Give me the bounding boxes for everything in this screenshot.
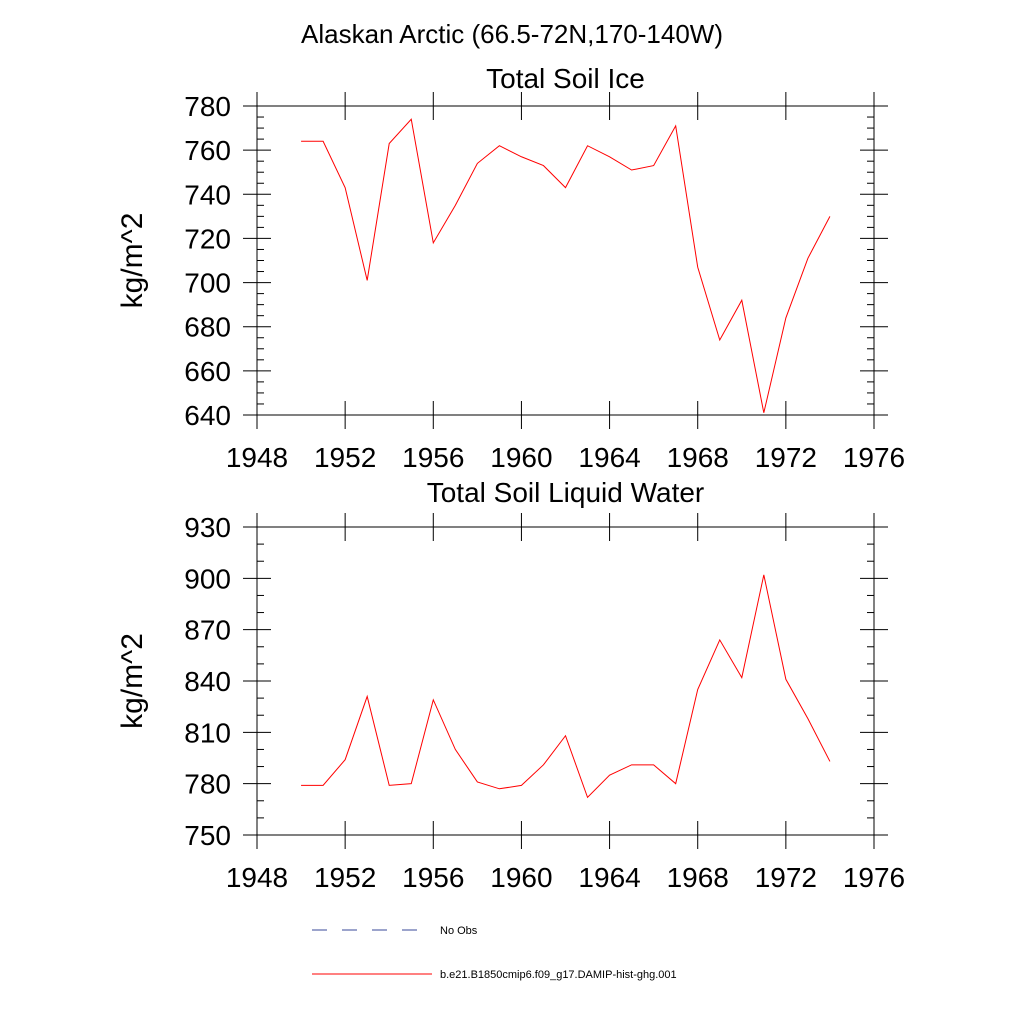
y-tick-label-ice: 640 (184, 400, 231, 431)
panel-title-liquid: Total Soil Liquid Water (427, 477, 705, 508)
x-tick-label-ice: 1948 (226, 442, 288, 473)
y-tick-label-liquid: 780 (184, 769, 231, 800)
y-tick-label-liquid: 840 (184, 666, 231, 697)
y-tick-label-ice: 680 (184, 312, 231, 343)
y-tick-label-ice: 760 (184, 135, 231, 166)
x-tick-label-ice: 1976 (843, 442, 905, 473)
y-tick-label-liquid: 810 (184, 717, 231, 748)
y-tick-label-ice: 740 (184, 179, 231, 210)
x-tick-label-ice: 1956 (402, 442, 464, 473)
y-tick-label-liquid: 750 (184, 820, 231, 851)
x-tick-label-liquid: 1964 (578, 862, 640, 893)
x-tick-label-liquid: 1976 (843, 862, 905, 893)
series-line-ice (301, 118, 831, 413)
x-tick-label-ice: 1968 (667, 442, 729, 473)
x-tick-label-ice: 1952 (314, 442, 376, 473)
x-tick-label-ice: 1972 (755, 442, 817, 473)
legend: No Obs b.e21.B1850cmip6.f09_g17.DAMIP-hi… (312, 925, 677, 981)
panel-title-ice: Total Soil Ice (486, 63, 645, 94)
figure-title: Alaskan Arctic (66.5-72N,170-140W) (301, 19, 723, 49)
y-tick-label-ice: 720 (184, 223, 231, 254)
x-tick-label-liquid: 1960 (490, 862, 552, 893)
x-tick-label-liquid: 1952 (314, 862, 376, 893)
legend-label-model: b.e21.B1850cmip6.f09_g17.DAMIP-hist-ghg.… (440, 969, 677, 981)
plot-frame-ice (256, 105, 875, 416)
y-axis-label-liquid: kg/m^2 (116, 633, 149, 729)
series-line-liquid (301, 574, 831, 799)
x-tick-label-liquid: 1968 (667, 862, 729, 893)
y-tick-label-ice: 780 (184, 91, 231, 122)
plot-frame-liquid (256, 526, 875, 836)
x-tick-label-liquid: 1956 (402, 862, 464, 893)
panel-ice: Total Soil Ice 1948 1952 1956 1960 1964 1968 19… (116, 63, 905, 473)
y-tick-label-ice: 700 (184, 268, 231, 299)
x-tick-label-ice: 1960 (490, 442, 552, 473)
y-tick-label-liquid: 870 (184, 615, 231, 646)
y-tick-label-liquid: 900 (184, 563, 231, 594)
legend-label-no-obs: No Obs (440, 925, 478, 937)
y-tick-label-ice: 660 (184, 356, 231, 387)
x-tick-label-liquid: 1948 (226, 862, 288, 893)
x-tick-label-ice: 1964 (578, 442, 640, 473)
y-tick-label-liquid: 930 (184, 512, 231, 543)
panel-liquid: Total Soil Liquid Water 1948 1952 1956 1960 1… (116, 477, 905, 893)
y-axis-label-ice: kg/m^2 (116, 213, 149, 309)
x-tick-label-liquid: 1972 (755, 862, 817, 893)
